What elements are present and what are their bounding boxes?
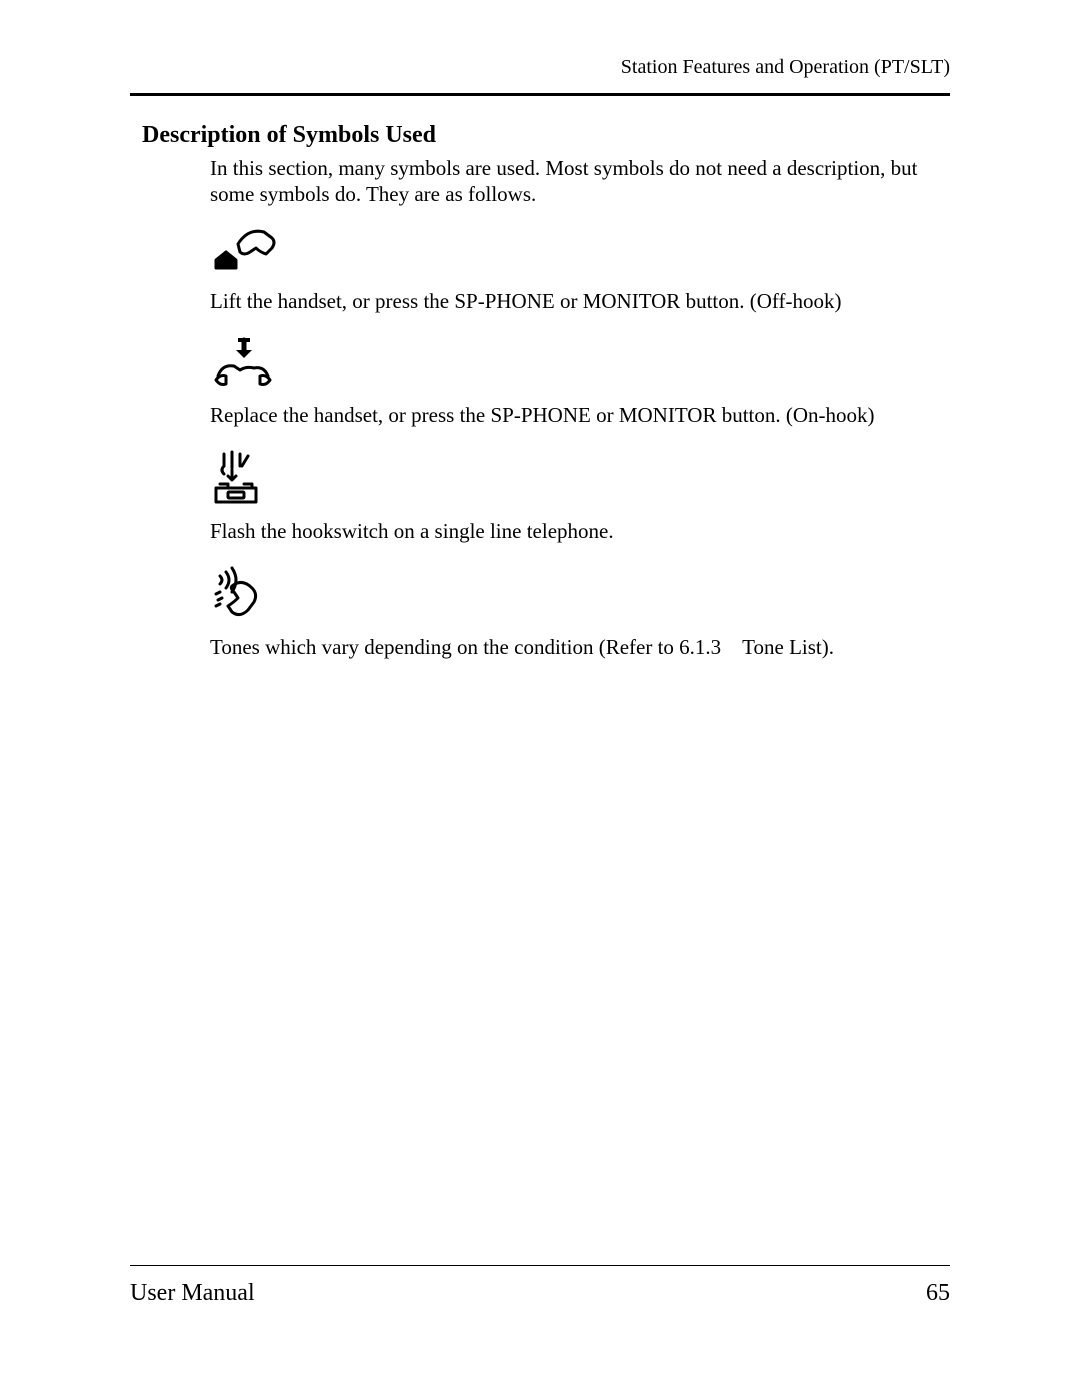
intro-text: In this section, many symbols are used. … xyxy=(210,155,950,208)
hookswitch-icon xyxy=(210,450,950,508)
off-hook-icon xyxy=(210,222,950,278)
tones-desc: Tones which vary depending on the condit… xyxy=(210,634,950,660)
page-footer: User Manual 65 xyxy=(130,1265,950,1307)
on-hook-icon xyxy=(210,336,950,392)
on-hook-desc: Replace the handset, or press the SP-PHO… xyxy=(210,402,950,428)
footer-page-number: 65 xyxy=(926,1280,950,1307)
running-head: Station Features and Operation (PT/SLT) xyxy=(130,56,950,79)
section-title: Description of Symbols Used xyxy=(142,122,950,149)
footer-manual-label: User Manual xyxy=(130,1280,255,1307)
bottom-rule xyxy=(130,1265,950,1266)
top-rule xyxy=(130,93,950,96)
hookswitch-desc: Flash the hookswitch on a single line te… xyxy=(210,518,950,544)
tones-icon xyxy=(210,566,950,624)
off-hook-desc: Lift the handset, or press the SP-PHONE … xyxy=(210,288,950,314)
body-column: In this section, many symbols are used. … xyxy=(210,155,950,661)
